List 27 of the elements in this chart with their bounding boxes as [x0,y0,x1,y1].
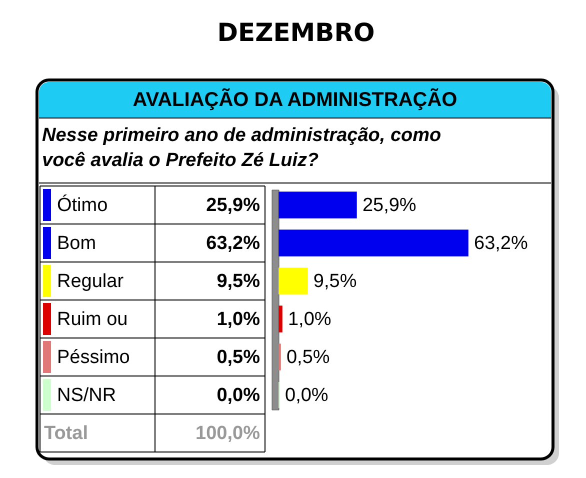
text: 1,0% [288,309,332,330]
y-tick-label: Bom [57,233,96,254]
data-label: 25,9% [206,195,260,216]
text: 0,0% [285,385,328,406]
y-tick-label: Ruim ou [57,309,128,330]
text: Nesse primeiro ano de administração, como você avalia o Prefeito Zé Luiz? [42,125,442,171]
y-tick-label: Péssimo [57,347,130,368]
bar [278,306,282,332]
data-label: 63,2% [206,233,260,254]
text: 100,0% [196,423,260,444]
bar [278,192,357,218]
data-label: 9,5% [216,271,260,292]
text: 0,5% [286,347,330,368]
data-label: 0,0% [216,385,260,406]
text: Total [44,423,88,444]
text: 63,2% [474,233,528,254]
y-tick-label: NS/NR [57,385,116,406]
bar [278,268,308,294]
y-tick-label: Ótimo [57,194,108,216]
chart-title: DEZEMBRO [217,18,375,47]
text: 9,5% [313,271,357,292]
chart-subtitle: AVALIAÇÃO DA ADMINISTRAÇÃO [132,88,458,111]
data-label: 0,5% [216,347,260,368]
bar [278,230,468,256]
text: 25,9% [362,195,416,216]
data-label: 1,0% [216,309,260,330]
y-tick-label: Regular [57,271,124,292]
